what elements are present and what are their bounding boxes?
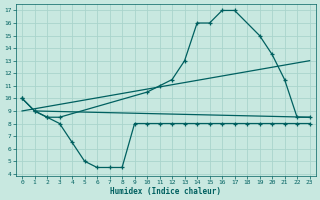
X-axis label: Humidex (Indice chaleur): Humidex (Indice chaleur)	[110, 187, 221, 196]
